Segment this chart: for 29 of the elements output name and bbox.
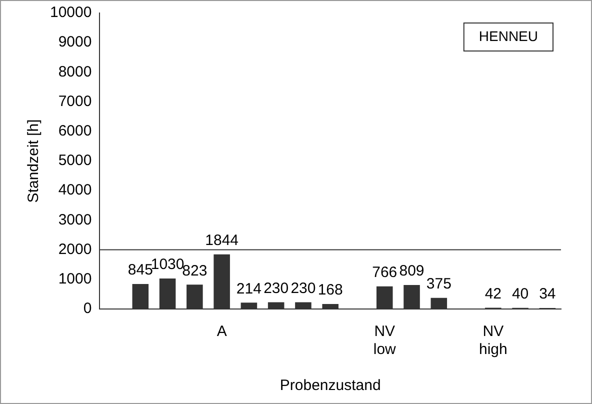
data-label: 168 [318,282,343,299]
y-tick-label: 2000 [58,240,92,258]
y-tick-label: 9000 [58,34,92,51]
y-tick-label: 8000 [58,63,92,80]
x-tick-label: A [216,323,227,340]
x-tick-label: NV high [478,323,508,358]
y-tick-label: 6000 [58,122,92,140]
data-label: 766 [372,264,398,281]
data-label: 34 [539,286,556,303]
data-label: 42 [484,285,502,302]
data-label: 845 [128,262,153,279]
data-label: 214 [236,280,262,298]
data-label: 809 [399,262,424,280]
annotation: HENNEU [478,28,538,44]
y-tick-label: 5000 [58,152,92,170]
x-tick-label: NV low [373,323,396,358]
y-tick-label: 1000 [58,270,92,288]
y-tick-label: 7000 [58,92,92,110]
data-label: 1844 [205,232,239,250]
y-tick-label: 3000 [58,211,92,228]
data-label: 40 [512,285,529,302]
data-label: 375 [426,276,452,293]
data-label: 230 [264,280,289,297]
x-axis-title: Probenzustand [280,377,381,394]
y-tick-label: 10000 [50,4,92,22]
y-tick-label: 4000 [58,182,92,199]
data-label: 230 [290,280,316,297]
y-tick-label: 0 [83,300,92,318]
y-axis-title: Standzeit [h] [25,119,42,203]
